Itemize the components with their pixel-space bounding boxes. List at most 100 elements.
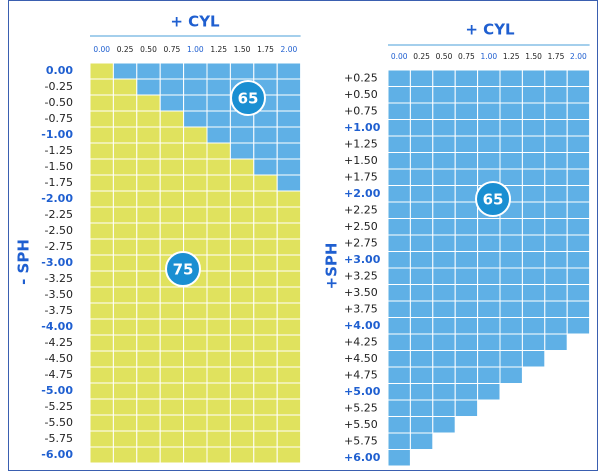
cell [253,254,278,272]
cell [136,142,161,160]
cell [387,416,411,434]
cyl-label: 0.00 [391,52,408,61]
frame [8,0,598,471]
cell [229,414,255,432]
cell [136,222,161,240]
cell [253,414,278,432]
cell [206,62,231,80]
sph-label: +4.00 [344,319,381,332]
cell [499,119,523,137]
cell [112,206,138,224]
panel-title: + CYL [465,21,515,39]
cell [183,94,208,112]
cell [206,78,231,96]
sph-label: -4.75 [45,368,73,381]
badge-label: 75 [173,261,194,279]
cell [454,201,479,219]
cell [409,218,434,236]
cell [432,317,456,335]
cell [89,334,114,352]
cell [89,382,114,400]
cell [253,158,278,176]
cell [229,270,255,288]
cell [136,430,161,448]
cell [229,254,255,272]
cyl-label: 1.75 [257,45,274,54]
cell [136,366,161,384]
cell [206,382,231,400]
cyl-label: 0.00 [93,45,110,54]
cell [112,142,138,160]
badge [165,251,201,287]
cell [432,333,456,351]
cell [159,334,185,352]
sph-label: +1.50 [344,154,378,167]
cell [432,416,456,434]
cell [206,254,231,272]
cell [206,414,231,432]
cell [253,126,278,144]
cell [89,430,114,448]
cell [159,206,185,224]
cell [183,382,208,400]
cell [89,190,114,208]
cell [387,449,411,467]
cell [387,234,411,252]
cell [229,286,255,304]
cell [183,446,208,464]
cell [409,333,434,351]
sph-label: -3.25 [45,272,73,285]
cell [409,102,434,120]
cell [136,350,161,368]
cell [409,300,434,318]
cell [432,350,456,368]
cell [387,69,411,87]
cell [387,399,411,417]
cell [566,69,591,87]
cell [89,142,114,160]
cell [566,86,591,104]
sph-label: -6.00 [41,448,73,461]
cell [276,190,302,208]
cell [159,174,185,192]
cell [89,350,114,368]
sph-label: -5.00 [41,384,73,397]
cell [477,284,501,302]
cell [276,110,302,128]
sph-label: +3.50 [344,286,378,299]
cell [159,62,185,80]
cell [159,158,185,176]
cell [253,174,278,192]
cell [112,94,138,112]
cell [183,414,208,432]
cell [136,398,161,416]
cell [253,430,278,448]
cell [521,185,546,203]
cell [544,135,568,153]
cell [183,62,208,80]
cell [276,94,302,112]
cell [89,158,114,176]
cell [112,398,138,416]
sph-label: +3.00 [344,253,381,266]
cell [253,398,278,416]
cell [276,158,302,176]
cell [566,152,591,170]
cell [521,86,546,104]
cell [521,102,546,120]
cell [206,142,231,160]
cell [89,446,114,464]
cell [229,334,255,352]
cell [229,430,255,448]
cell [112,174,138,192]
cell [432,185,456,203]
cell [229,382,255,400]
cell [521,300,546,318]
cell [276,334,302,352]
cell [409,399,434,417]
cyl-label: 1.25 [210,45,227,54]
cell [566,102,591,120]
cell [112,350,138,368]
cell [183,318,208,336]
cyl-label: 2.00 [281,45,298,54]
